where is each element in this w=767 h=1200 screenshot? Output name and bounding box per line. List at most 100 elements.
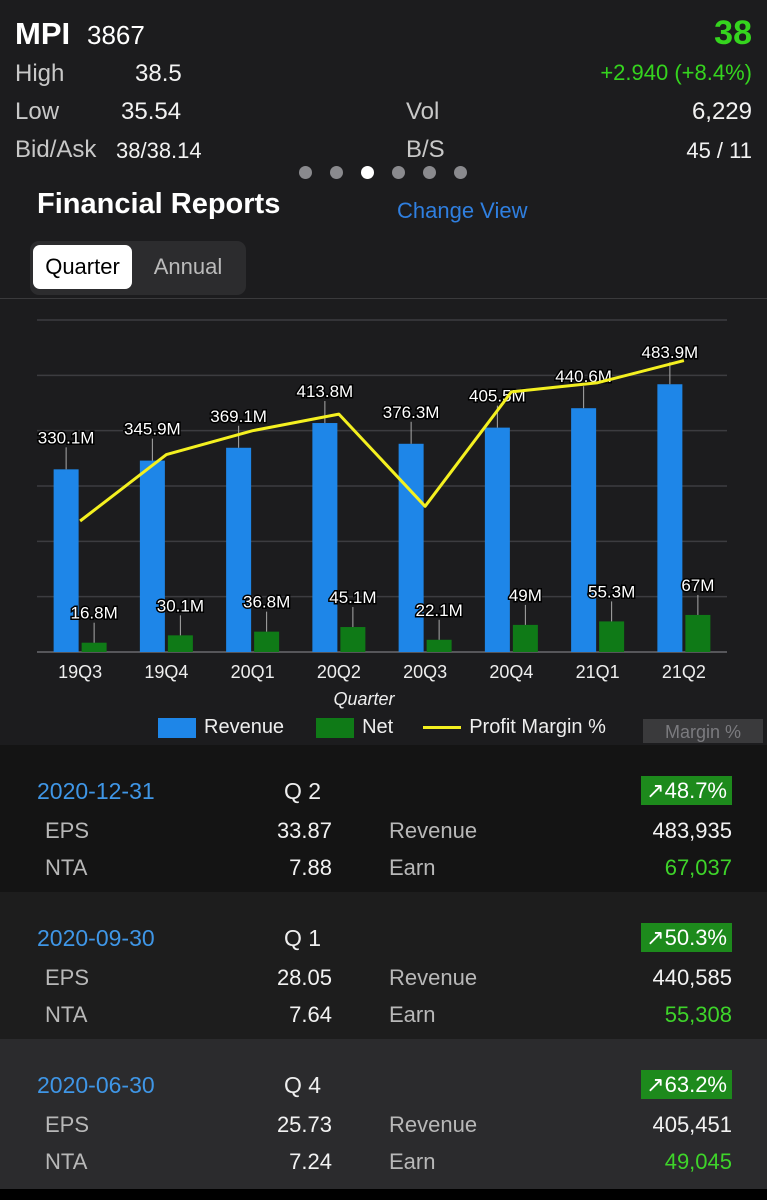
high-label: High	[15, 60, 65, 87]
legend-revenue: Revenue	[204, 716, 285, 738]
stock-symbol: MPI	[15, 16, 71, 51]
revenue-data-label: 405.5M	[469, 387, 526, 406]
net-data-label: 45.1M	[329, 588, 376, 607]
x-tick-label: 20Q2	[317, 662, 361, 682]
earn-value: 55,308	[664, 1002, 732, 1027]
net-data-label: 67M	[681, 576, 714, 595]
report-date: 2020-06-30	[37, 1072, 155, 1098]
page-indicator[interactable]	[299, 166, 467, 180]
legend-net: Net	[362, 716, 394, 738]
report-quarter: Q 1	[284, 925, 322, 951]
margin-toggle-button[interactable]: Margin %	[643, 719, 763, 743]
annual-segment[interactable]: Annual	[153, 254, 223, 279]
x-tick-label: 20Q3	[403, 662, 447, 682]
quarter-segment[interactable]: Quarter	[33, 245, 132, 289]
x-tick-label: 21Q1	[576, 662, 620, 682]
bidask-label: Bid/Ask	[15, 136, 97, 163]
buy-sell-label: B/S	[406, 136, 445, 163]
report-card[interactable]: 2020-06-30 Q 4 ↗63.2% EPS 25.73 Revenue …	[0, 1039, 767, 1189]
report-list: 2020-12-31 Q 2 ↗48.7% EPS 33.87 Revenue …	[0, 745, 767, 1189]
page-dot-active[interactable]	[361, 166, 374, 179]
revenue-bar	[484, 427, 510, 652]
high-value: 38.5	[135, 60, 182, 87]
page-dot[interactable]	[330, 166, 343, 179]
net-bar	[340, 627, 366, 652]
report-card[interactable]: 2020-12-31 Q 2 ↗48.7% EPS 33.87 Revenue …	[0, 745, 767, 892]
x-tick-label: 19Q4	[144, 662, 188, 682]
revenue-bar	[53, 469, 79, 652]
report-date: 2020-12-31	[37, 778, 155, 804]
bidask-value: 38/38.14	[116, 138, 202, 163]
earn-value: 67,037	[664, 855, 732, 880]
net-data-label: 30.1M	[157, 596, 204, 615]
nta-value: 7.64	[289, 1002, 332, 1027]
net-bar	[426, 639, 452, 652]
net-data-label: 36.8M	[243, 593, 290, 612]
nta-label: NTA	[45, 855, 88, 880]
page-dot[interactable]	[423, 166, 436, 179]
revenue-bar	[571, 408, 597, 652]
net-bar	[254, 631, 280, 652]
page-dot[interactable]	[392, 166, 405, 179]
net-bar	[81, 642, 107, 652]
x-tick-label: 20Q4	[489, 662, 533, 682]
section-title: Financial Reports	[37, 188, 281, 220]
revenue-bar	[312, 423, 338, 652]
net-data-label: 49M	[509, 586, 542, 605]
x-axis-title: Quarter	[333, 689, 395, 709]
net-data-label: 55.3M	[588, 582, 635, 601]
net-data-label: 22.1M	[416, 601, 463, 620]
margin-badge: ↗48.7%	[641, 776, 732, 805]
eps-value: 33.87	[276, 818, 332, 843]
net-swatch	[316, 717, 355, 738]
report-date: 2020-09-30	[37, 925, 155, 951]
report-card[interactable]: 2020-09-30 Q 1 ↗50.3% EPS 28.05 Revenue …	[0, 892, 767, 1039]
quote-panel: MPI 3867 38 High 38.5 +2.940 (+8.4%) Low…	[0, 0, 767, 745]
revenue-value: 405,451	[652, 1112, 732, 1137]
low-label: Low	[15, 98, 60, 125]
eps-value: 28.05	[276, 965, 332, 990]
last-price: 38	[714, 14, 752, 52]
price-change: +2.940 (+8.4%)	[600, 60, 752, 85]
revenue-data-label: 413.8M	[297, 382, 354, 401]
revenue-data-label: 483.9M	[642, 343, 699, 362]
net-bar	[512, 624, 538, 652]
net-data-label: 16.8M	[71, 604, 118, 623]
buy-sell-value: 45 / 11	[686, 138, 752, 163]
eps-label: EPS	[45, 965, 90, 990]
earn-label: Earn	[389, 1149, 436, 1174]
revenue-bar	[226, 447, 252, 652]
eps-label: EPS	[45, 1112, 90, 1137]
revenue-bar	[398, 443, 424, 652]
nta-value: 7.88	[289, 855, 332, 880]
nta-label: NTA	[45, 1002, 88, 1027]
low-value: 35.54	[121, 98, 182, 125]
report-quarter: Q 2	[284, 778, 322, 804]
page-dot[interactable]	[299, 166, 312, 179]
page-dot[interactable]	[454, 166, 467, 179]
x-tick-label: 19Q3	[58, 662, 102, 682]
revenue-label: Revenue	[389, 965, 478, 990]
revenue-value: 440,585	[652, 965, 732, 990]
revenue-bar	[657, 384, 683, 652]
divider	[0, 298, 767, 299]
earn-label: Earn	[389, 855, 436, 880]
nta-value: 7.24	[289, 1149, 332, 1174]
volume-label: Vol	[406, 98, 440, 125]
change-view-link[interactable]: Change View	[397, 198, 528, 223]
net-bar	[167, 635, 193, 652]
margin-badge: ↗63.2%	[641, 1070, 732, 1099]
x-tick-label: 20Q1	[231, 662, 275, 682]
revenue-label: Revenue	[389, 1112, 478, 1137]
revenue-data-label: 345.9M	[124, 420, 181, 439]
revenue-value: 483,935	[652, 818, 732, 843]
revenue-data-label: 369.1M	[210, 407, 267, 426]
period-segmented-control[interactable]: Quarter Annual	[30, 241, 246, 295]
chart-legend: Revenue Net Profit Margin %	[158, 716, 606, 739]
profit-margin-line	[79, 359, 685, 523]
nta-label: NTA	[45, 1149, 88, 1174]
eps-value: 25.73	[276, 1112, 332, 1137]
earn-value: 49,045	[664, 1149, 732, 1174]
net-bar	[599, 621, 625, 652]
revenue-data-label: 376.3M	[383, 403, 440, 422]
